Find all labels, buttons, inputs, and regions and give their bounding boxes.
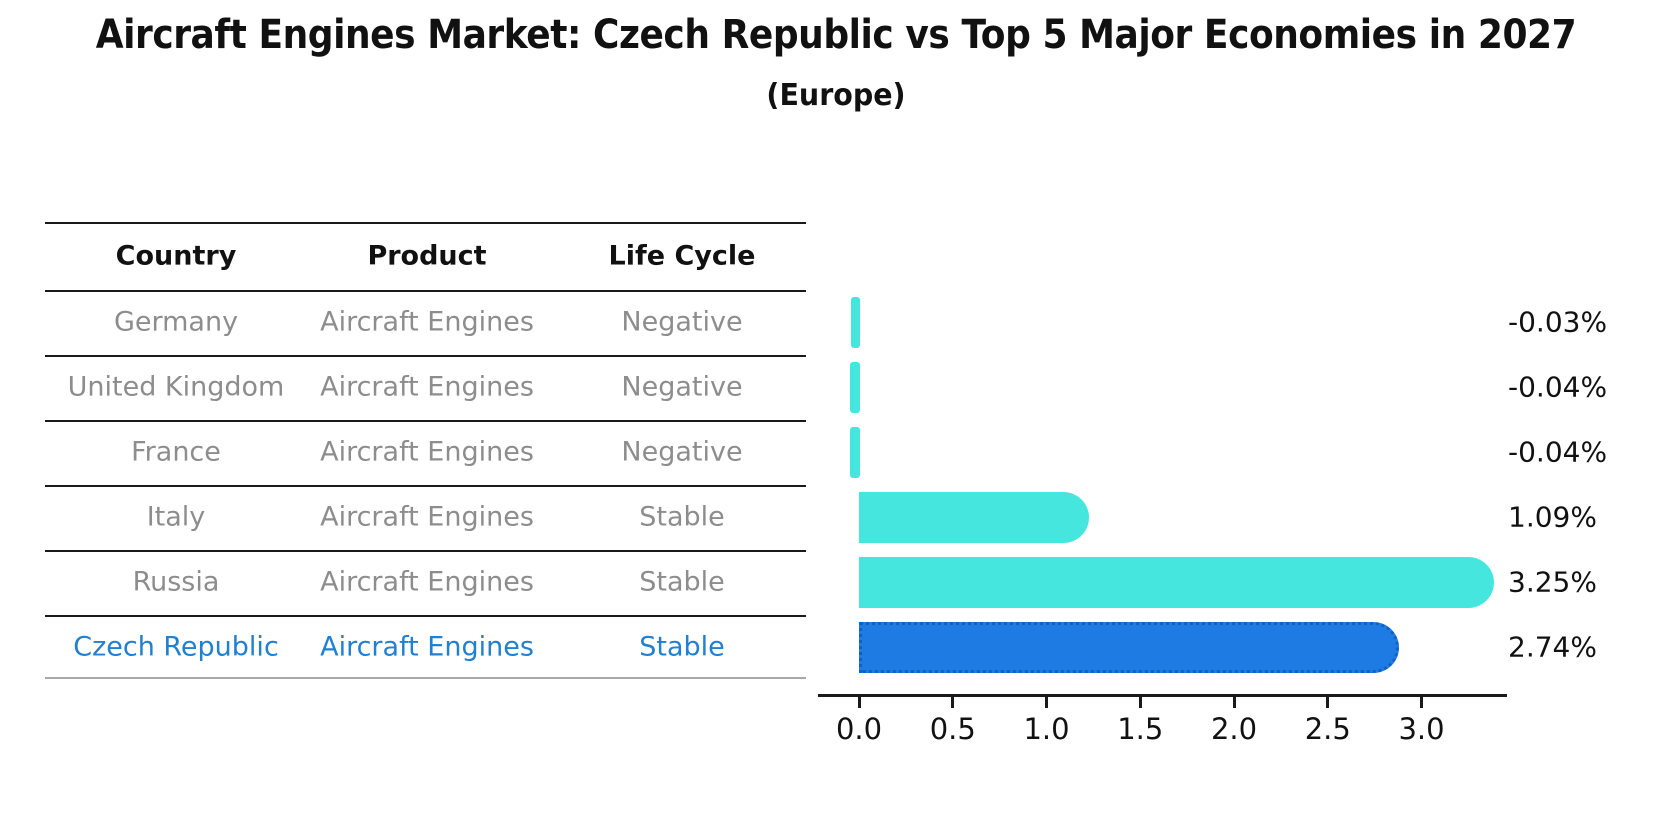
cell-life-cycle: Stable: [639, 566, 725, 598]
value-label-italy: 1.09%: [1508, 500, 1597, 534]
bar-germany: [851, 296, 860, 348]
cell-country: Italy: [146, 501, 206, 533]
value-label-france: -0.04%: [1508, 435, 1608, 469]
cell-country: Russia: [132, 566, 220, 598]
cell-product: Aircraft Engines: [320, 306, 534, 338]
cell-life-cycle: Stable: [639, 501, 725, 533]
bar-france: [849, 426, 860, 478]
x-tick-mark: [1326, 697, 1330, 708]
cell-life-cycle: Negative: [621, 371, 743, 403]
x-tick-label: 0.5: [929, 712, 976, 746]
x-tick-label: 0.0: [835, 712, 883, 746]
table-line: [45, 290, 806, 292]
table-header-country: Country: [115, 240, 237, 272]
table-line: [45, 550, 806, 552]
chart-subtitle: (Europe): [765, 78, 906, 113]
x-tick-label: 1.0: [1023, 712, 1070, 746]
cell-life-cycle: Negative: [621, 436, 743, 468]
bar-czech-republic: [859, 621, 1399, 673]
cell-product: Aircraft Engines: [320, 631, 534, 663]
x-tick-mark: [1232, 697, 1236, 708]
value-label-united-kingdom: -0.04%: [1508, 370, 1608, 404]
table-header-product: Product: [367, 240, 487, 272]
x-tick-label: 2.5: [1304, 712, 1351, 746]
table-line: [45, 222, 806, 224]
x-tick-mark: [1138, 697, 1142, 708]
cell-country: Czech Republic: [73, 631, 279, 663]
x-tick-label: 3.0: [1398, 712, 1445, 746]
bar-russia: [859, 556, 1495, 608]
value-label-germany: -0.03%: [1508, 305, 1608, 339]
x-tick-mark: [951, 697, 955, 708]
bar-united-kingdom: [849, 361, 860, 413]
value-label-russia: 3.25%: [1508, 565, 1597, 599]
x-axis-line: [818, 694, 1507, 697]
value-label-czech-republic: 2.74%: [1508, 630, 1597, 664]
x-tick-mark: [1045, 697, 1048, 708]
x-tick-label: 2.0: [1210, 712, 1258, 746]
table-line: [45, 615, 806, 617]
cell-life-cycle: Stable: [639, 631, 725, 663]
chart-title: Aircraft Engines Market: Czech Republic …: [95, 12, 1576, 58]
x-tick-label: 1.5: [1117, 712, 1164, 746]
cell-country: United Kingdom: [67, 371, 285, 403]
cell-product: Aircraft Engines: [320, 371, 534, 403]
table-header-life-cycle: Life Cycle: [608, 240, 756, 272]
cell-country: France: [131, 436, 221, 468]
table-bottom-line: [45, 677, 806, 679]
table-line: [45, 420, 806, 422]
bar-italy: [859, 491, 1090, 543]
cell-life-cycle: Negative: [621, 306, 743, 338]
table-line: [45, 355, 806, 357]
cell-product: Aircraft Engines: [320, 501, 534, 533]
table-line: [45, 485, 806, 487]
cell-country: Germany: [113, 306, 239, 338]
cell-product: Aircraft Engines: [320, 566, 534, 598]
x-tick-mark: [857, 697, 861, 708]
cell-product: Aircraft Engines: [320, 436, 534, 468]
x-tick-mark: [1420, 697, 1423, 708]
